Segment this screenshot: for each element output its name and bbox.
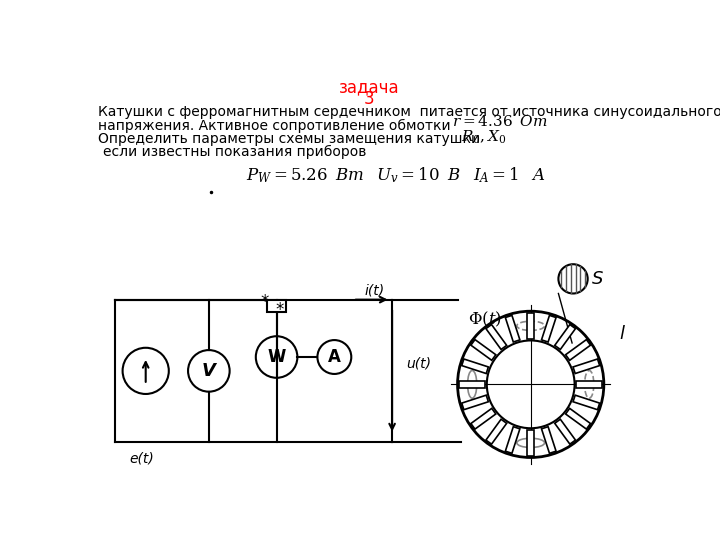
Polygon shape xyxy=(541,427,556,453)
Polygon shape xyxy=(573,359,600,374)
Polygon shape xyxy=(471,408,496,429)
Text: u(t): u(t) xyxy=(406,356,431,370)
Polygon shape xyxy=(554,419,575,444)
Text: задача: задача xyxy=(338,79,400,97)
Polygon shape xyxy=(505,427,520,453)
Polygon shape xyxy=(462,359,488,374)
Text: $P_W = 5.26 \;\; \mathit{Bm} \;\;\; U_v = 10 \;\; \mathit{B} \;\;\; I_A = 1 \;\;: $P_W = 5.26 \;\; \mathit{Bm} \;\;\; U_v … xyxy=(246,165,545,185)
Polygon shape xyxy=(573,395,600,410)
Text: Определить параметры схемы замещения катушки: Определить параметры схемы замещения кат… xyxy=(98,132,480,146)
Text: e(t): e(t) xyxy=(130,451,154,465)
Text: если известны показания приборов: если известны показания приборов xyxy=(102,145,366,159)
Text: $r = 4.36 \;\; Om$: $r = 4.36 \;\; Om$ xyxy=(452,114,548,129)
Text: *: * xyxy=(276,301,284,320)
Text: напряжения. Активное сопротивление обмотки: напряжения. Активное сопротивление обмот… xyxy=(98,119,451,133)
FancyBboxPatch shape xyxy=(267,300,286,312)
Polygon shape xyxy=(486,419,507,444)
Circle shape xyxy=(559,264,588,294)
Polygon shape xyxy=(505,315,520,342)
Polygon shape xyxy=(541,315,556,342)
Polygon shape xyxy=(566,408,590,429)
Text: $\Phi(t)$: $\Phi(t)$ xyxy=(467,309,501,328)
Text: $R_0, X_0$: $R_0, X_0$ xyxy=(462,129,507,146)
Text: $l$: $l$ xyxy=(619,325,626,343)
Text: A: A xyxy=(328,348,341,366)
Polygon shape xyxy=(554,325,575,349)
Polygon shape xyxy=(527,430,534,456)
Text: W: W xyxy=(267,348,286,366)
Polygon shape xyxy=(486,325,507,349)
Text: Катушки с ферромагнитным сердечником  питается от источника синусоидального: Катушки с ферромагнитным сердечником пит… xyxy=(98,105,720,119)
Text: 3: 3 xyxy=(364,90,374,108)
Polygon shape xyxy=(566,340,590,360)
Text: *: * xyxy=(260,293,269,311)
Polygon shape xyxy=(527,313,534,339)
Polygon shape xyxy=(471,340,496,360)
Polygon shape xyxy=(462,395,488,410)
Polygon shape xyxy=(576,381,602,388)
Polygon shape xyxy=(459,381,485,388)
Text: S: S xyxy=(593,270,603,288)
Text: i(t): i(t) xyxy=(364,284,384,298)
Text: V: V xyxy=(202,362,216,380)
